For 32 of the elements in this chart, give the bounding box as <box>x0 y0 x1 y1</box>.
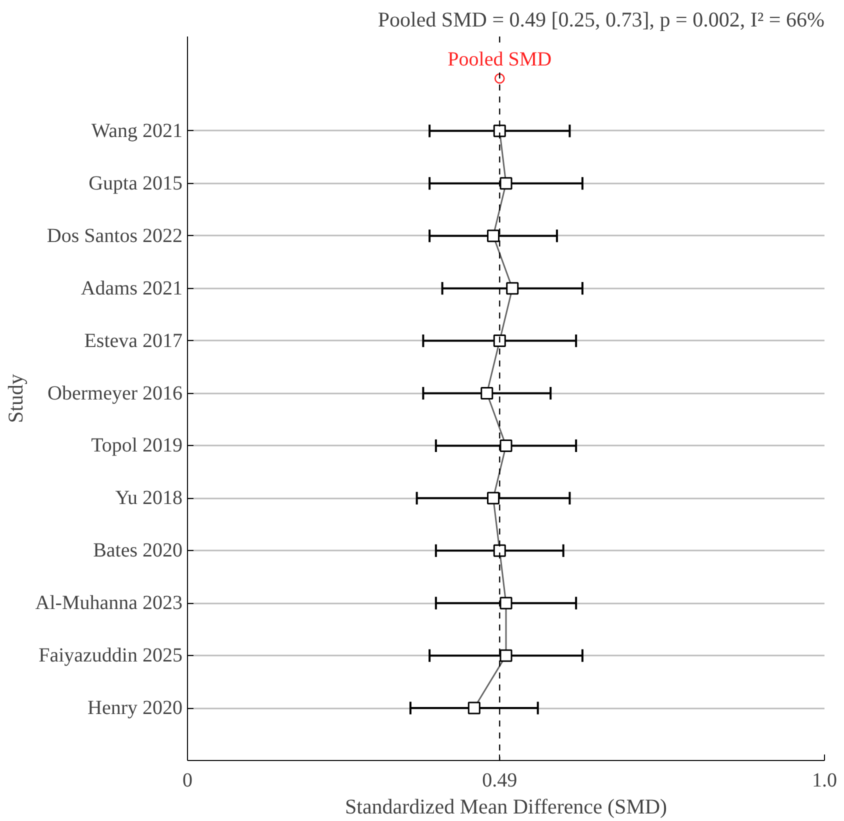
point <box>500 649 512 662</box>
point <box>500 596 512 610</box>
point <box>494 73 505 84</box>
y-tick-label: Wang 2021 <box>91 120 183 142</box>
x-tick-label: 0.49 <box>482 770 518 792</box>
y-tick-label: Henry 2020 <box>88 697 183 720</box>
y-tick-label: Yu 2018 <box>115 487 183 510</box>
point <box>468 702 480 714</box>
point <box>487 230 500 242</box>
y-tick-label: Dos Santos 2022 <box>46 224 183 247</box>
point <box>480 387 494 400</box>
y-tick-label: Faiyazuddin 2025 <box>38 644 183 667</box>
y-tick-label: Bates 2020 <box>93 540 183 562</box>
x-axis-title: Standardized Mean Difference (SMD) <box>344 794 668 818</box>
point <box>493 124 506 138</box>
series-label: Pooled SMD <box>448 48 552 70</box>
y-tick-label: Topol 2019 <box>91 434 183 457</box>
x-tick-label: 1.0 <box>812 770 837 792</box>
point <box>487 492 500 504</box>
point <box>493 334 506 348</box>
y-tick-label: Esteva 2017 <box>84 330 182 352</box>
y-tick-label: Al-Muhanna 2023 <box>35 592 183 614</box>
point <box>500 439 512 452</box>
x-tick-label: 0 <box>182 770 192 792</box>
point <box>500 177 512 190</box>
point <box>493 544 506 557</box>
y-tick-label: Obermeyer 2016 <box>48 382 182 404</box>
point <box>506 282 519 295</box>
y-axis-title: Study <box>3 373 28 424</box>
chart-title: Pooled SMD = 0.49 [0.25, 0.73], p = 0.002, I² = 66% <box>378 8 825 32</box>
y-tick-label: Gupta 2015 <box>88 172 183 194</box>
y-tick-label: Adams 2021 <box>80 277 183 300</box>
